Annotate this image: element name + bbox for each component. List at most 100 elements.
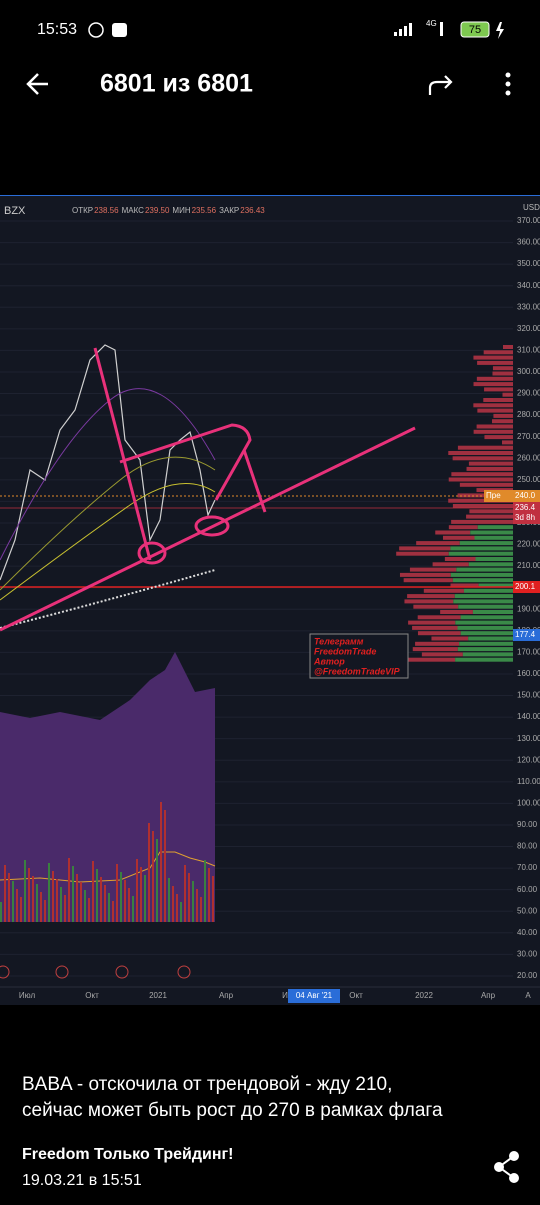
volume-bar [120, 872, 122, 922]
volume-bar [96, 869, 98, 922]
forward-button[interactable] [428, 75, 453, 95]
moving-average [0, 483, 216, 601]
signal-icon-2 [440, 22, 443, 36]
profile-bar [476, 424, 513, 429]
volume-bar [140, 867, 142, 922]
profile-bar [448, 451, 513, 455]
ohlc-label: ОТКР [72, 206, 93, 215]
volume-bar [36, 884, 38, 922]
price-label: 370.00 [517, 216, 540, 225]
vk-icon [112, 23, 127, 37]
price-label: 310.00 [517, 346, 540, 355]
price-label: 140.00 [517, 712, 540, 721]
profile-bar [477, 525, 513, 530]
price-tag [513, 512, 540, 524]
price-label: 80.00 [517, 842, 538, 851]
price-tag-text: 3d 8h [515, 513, 535, 522]
profile-bar [399, 572, 451, 577]
price-label: 170.00 [517, 648, 540, 657]
signal-icon [394, 23, 412, 36]
back-button[interactable] [26, 73, 48, 95]
profile-bar [472, 610, 513, 614]
time-label: Окт [85, 991, 99, 1000]
profile-bar [416, 541, 460, 546]
profile-bar [457, 625, 513, 630]
volume-bar [32, 876, 34, 922]
volume-bar [28, 868, 30, 922]
header-title: 6801 из 6801 [100, 70, 253, 98]
ohlc-value: 239.50 [145, 206, 170, 215]
symbol: BZX [4, 205, 26, 217]
profile-bar [415, 641, 460, 646]
price-label: 360.00 [517, 238, 540, 247]
share-button[interactable] [494, 1151, 519, 1183]
menu-button[interactable] [505, 72, 511, 96]
event-marker [115, 965, 129, 979]
price-label: 70.00 [517, 863, 538, 872]
profile-bar [484, 387, 513, 392]
profile-bar [460, 615, 513, 620]
profile-bar [457, 647, 513, 652]
profile-bar [448, 498, 513, 503]
profile-bar [501, 440, 513, 445]
time-label: Окт [349, 991, 363, 1000]
volume-bar [176, 894, 178, 922]
profile-bar [483, 398, 513, 402]
volume-bar [156, 839, 158, 922]
price-label: 220.00 [517, 540, 540, 549]
profile-bar [483, 350, 513, 355]
profile-bar [452, 504, 513, 508]
profile-bar [473, 355, 513, 360]
volume-bar [20, 897, 22, 922]
price-label: 100.00 [517, 798, 540, 807]
volume-bar [180, 902, 182, 922]
price-label: 270.00 [517, 432, 540, 441]
volume-bar [196, 889, 198, 922]
volume-bar [212, 876, 214, 922]
profile-bar [450, 583, 479, 588]
profile-bar [408, 620, 456, 625]
volume-bar [92, 861, 94, 922]
annotation-line: FreedomTrade [314, 646, 376, 656]
time-label: Апр [219, 991, 234, 1000]
price-tag-text: Пре [486, 491, 501, 500]
price-label: 290.00 [517, 389, 540, 398]
profile-bar [459, 482, 513, 487]
event-marker [55, 965, 69, 979]
profile-bar [466, 514, 513, 519]
profile-bar [435, 530, 471, 535]
profile-bar [417, 615, 461, 620]
volume-bar [204, 860, 206, 922]
volume-bar [88, 898, 90, 922]
profile-bar [412, 625, 458, 630]
profile-bar [477, 360, 513, 365]
volume-bar [100, 877, 102, 922]
profile-bar [396, 551, 449, 556]
volume-bar [152, 831, 154, 922]
price-label: 150.00 [517, 691, 540, 700]
time-label: Июл [19, 991, 36, 1000]
price-tag [513, 629, 540, 641]
time-label: 2021 [149, 991, 167, 1000]
volume-bar [24, 860, 26, 922]
profile-bar [417, 631, 461, 636]
drawings [0, 347, 416, 632]
profile-bar [431, 636, 469, 641]
volume-bar [40, 892, 42, 922]
price-label: 60.00 [517, 885, 538, 894]
price-label: 340.00 [517, 281, 540, 290]
price-label: 160.00 [517, 669, 540, 678]
profile-bar [442, 535, 475, 540]
ohlc-value: 238.56 [94, 206, 119, 215]
network-label: 4G [426, 19, 437, 28]
charging-icon [496, 22, 504, 39]
profile-bar [452, 578, 513, 583]
price-tag [484, 490, 514, 502]
price-label: 30.00 [517, 949, 538, 958]
price-label: 90.00 [517, 820, 538, 829]
price-tag [513, 502, 540, 514]
price-label: 120.00 [517, 755, 540, 764]
profile-bar [452, 456, 513, 461]
volume-bar [124, 880, 126, 922]
price-label: 260.00 [517, 453, 540, 462]
